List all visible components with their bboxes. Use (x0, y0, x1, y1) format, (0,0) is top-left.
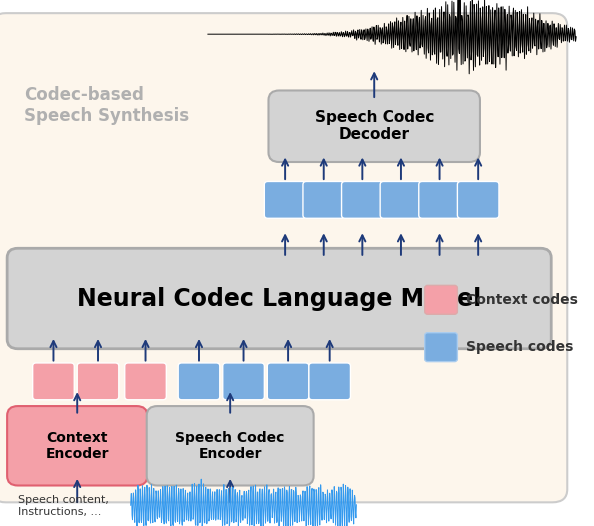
FancyBboxPatch shape (77, 363, 119, 400)
Text: Speech Codec
Encoder: Speech Codec Encoder (175, 431, 285, 461)
FancyBboxPatch shape (425, 333, 457, 362)
FancyBboxPatch shape (223, 363, 264, 400)
FancyBboxPatch shape (147, 406, 314, 485)
FancyBboxPatch shape (457, 181, 499, 218)
FancyBboxPatch shape (267, 363, 309, 400)
FancyBboxPatch shape (268, 90, 480, 162)
Text: Speech content,
Instructions, ...: Speech content, Instructions, ... (18, 495, 109, 517)
FancyBboxPatch shape (178, 363, 220, 400)
FancyBboxPatch shape (7, 406, 147, 485)
FancyBboxPatch shape (7, 248, 551, 349)
FancyBboxPatch shape (419, 181, 460, 218)
FancyBboxPatch shape (33, 363, 74, 400)
Text: Context
Encoder: Context Encoder (46, 431, 109, 461)
FancyBboxPatch shape (309, 363, 350, 400)
FancyBboxPatch shape (425, 285, 457, 315)
Text: Codec-based
Speech Synthesis: Codec-based Speech Synthesis (24, 86, 189, 125)
FancyBboxPatch shape (125, 363, 166, 400)
FancyBboxPatch shape (342, 181, 383, 218)
FancyBboxPatch shape (380, 181, 422, 218)
Text: Speech codes: Speech codes (466, 340, 574, 354)
FancyBboxPatch shape (0, 13, 567, 502)
FancyBboxPatch shape (303, 181, 345, 218)
FancyBboxPatch shape (264, 181, 306, 218)
Text: Context codes: Context codes (466, 293, 578, 307)
Text: Speech Codec
Decoder: Speech Codec Decoder (315, 110, 434, 143)
Text: Neural Codec Language Model: Neural Codec Language Model (77, 287, 481, 310)
